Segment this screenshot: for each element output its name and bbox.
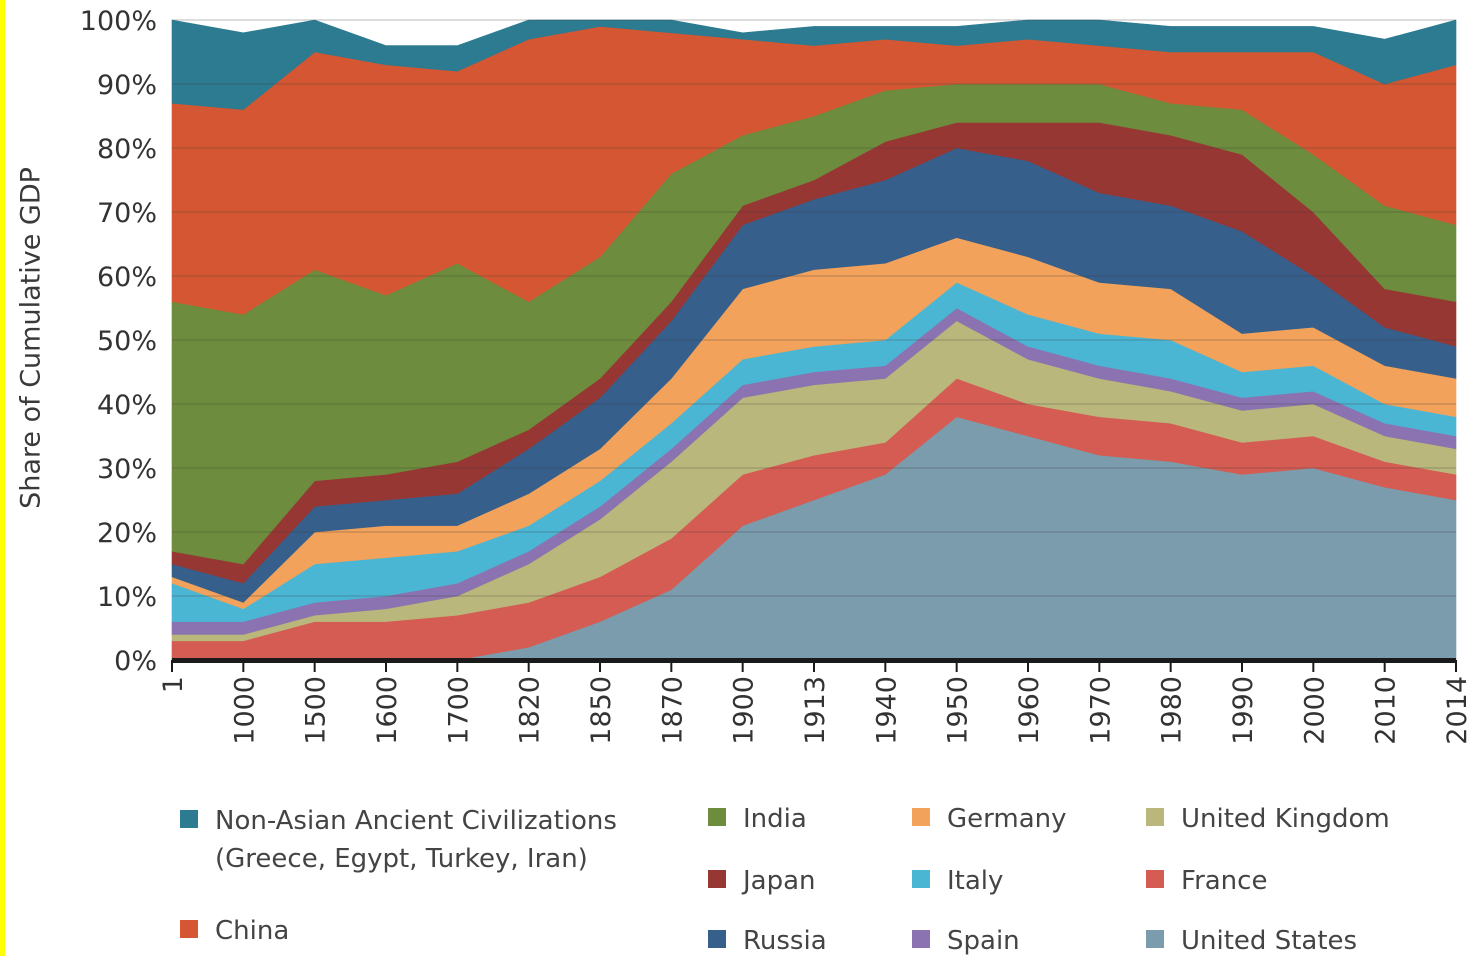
legend-label-india: India [743,804,807,834]
x-tick-label: 1820 [515,676,546,745]
legend-item-china: China [180,912,289,950]
legend-swatch [708,930,726,948]
x-tick-label: 1970 [1085,676,1116,745]
x-tick-label: 1850 [586,676,617,745]
y-tick-label: 70% [97,198,157,229]
gridlines [172,19,1456,597]
y-tick-label: 80% [97,134,157,165]
legend-swatch [1146,808,1164,826]
legend-label-us: United States [1181,926,1358,956]
x-tick-label: 1980 [1157,676,1188,745]
x-tick-label: 1870 [657,676,688,745]
legend-label-russia: Russia [743,926,827,956]
area-series-nonasian [171,19,1457,110]
y-tick-label: 90% [97,70,157,101]
y-tick-labels: 0% 10% 20% 30% 40% 50% 60% 70% 80% 90% 100% [80,6,157,677]
y-tick-label: 30% [97,454,157,485]
legend-label-germany: Germany [947,804,1067,834]
legend-swatch [912,930,930,948]
legend-label-france: France [1181,866,1268,896]
y-axis-label: Share of Cumulative GDP [15,167,47,509]
legend-swatch [180,810,198,828]
x-tick-label: 2010 [1371,676,1402,745]
y-tick-label: 40% [97,390,157,421]
y-tick-label: 10% [97,582,157,613]
legend-swatch [1146,870,1164,888]
x-tick-label: 1900 [729,676,760,745]
left-border [0,0,5,956]
legend-label-spain: Spain [947,926,1020,956]
legend-swatch [912,808,930,826]
legend-swatch [708,808,726,826]
x-tick-label: 1913 [800,676,831,745]
y-tick-label: 50% [97,326,157,357]
y-tick-label: 100% [80,6,157,37]
legend-item-spain: Spain [912,922,1020,960]
x-tick-label: 1 [158,676,189,693]
legend-item-italy: Italy [912,862,1003,900]
x-tick-label: 1940 [871,676,902,745]
area-layers [171,19,1457,661]
legend-swatch [1146,930,1164,948]
legend-swatch [180,920,198,938]
legend-item-ancient: Non-Asian Ancient Civilizations (Greece,… [180,802,617,878]
legend-label-uk: United Kingdom [1181,804,1390,834]
x-tick-label: 1600 [372,676,403,745]
legend-item-japan: Japan [708,862,816,900]
legend-label-italy: Italy [947,866,1004,896]
x-axis [171,658,1457,672]
x-tick-label: 1990 [1228,676,1259,745]
legend-item-france: France [1146,862,1267,900]
x-tick-label: 1000 [229,676,260,745]
y-tick-label: 0% [114,646,157,677]
x-tick-labels: 1 1000 1500 1600 1700 1820 1850 1870 1900 1913 194… [158,676,1473,745]
legend-label-ancient-line1: Non-Asian Ancient Civilizations [215,806,617,836]
legend-label-japan: Japan [743,866,816,896]
legend-item-germany: Germany [912,800,1067,838]
legend-swatch [912,870,930,888]
x-tick-label: 1500 [301,676,332,745]
legend-item-us: United States [1146,922,1357,960]
legend-item-uk: United Kingdom [1146,800,1390,838]
x-tick-label: 1700 [443,676,474,745]
x-tick-label: 1950 [943,676,974,745]
legend-label-china: China [215,916,290,946]
y-tick-label: 20% [97,518,157,549]
x-tick-label: 2000 [1299,676,1330,745]
legend-label-ancient-line2: (Greece, Egypt, Turkey, Iran) [215,844,588,874]
legend-swatch [708,870,726,888]
x-tick-label: 1960 [1014,676,1045,745]
legend-item-russia: Russia [708,922,827,960]
y-tick-label: 60% [97,262,157,293]
x-tick-label: 2014 [1442,676,1473,745]
legend-item-india: India [708,800,807,838]
